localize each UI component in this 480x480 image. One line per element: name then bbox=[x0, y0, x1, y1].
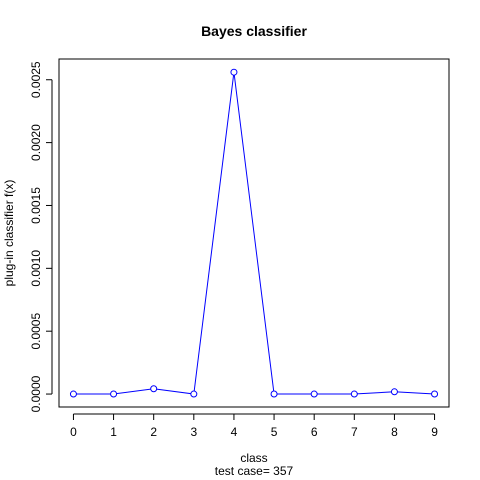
x-tick-label: 8 bbox=[391, 425, 398, 439]
data-point bbox=[69, 390, 77, 398]
x-tick-label: 4 bbox=[231, 425, 238, 439]
y-tick-label: 0.0020 bbox=[29, 124, 43, 161]
data-point bbox=[190, 390, 198, 398]
y-tick-label: 0.0005 bbox=[29, 313, 43, 350]
data-point bbox=[310, 390, 318, 398]
series-layer bbox=[69, 68, 439, 398]
y-tick-label: 0.0025 bbox=[29, 61, 43, 98]
x-tick-label: 7 bbox=[351, 425, 358, 439]
series-line bbox=[73, 72, 435, 395]
x-axis: 0 1 2 3 4 5 6 7 8 9 bbox=[70, 413, 438, 439]
y-tick-label: 0.0000 bbox=[29, 375, 43, 412]
chart-subtitle: test case= 357 bbox=[215, 464, 294, 478]
data-point bbox=[230, 68, 238, 76]
plot-area-border bbox=[58, 58, 450, 408]
data-point bbox=[350, 390, 358, 398]
data-point bbox=[110, 390, 118, 398]
data-point bbox=[390, 388, 398, 396]
x-tick-label: 1 bbox=[110, 425, 117, 439]
x-tick-label: 3 bbox=[190, 425, 197, 439]
x-axis-label: class bbox=[240, 451, 267, 465]
x-tick-label: 6 bbox=[311, 425, 318, 439]
y-tick-label: 0.0015 bbox=[29, 187, 43, 224]
x-tick-label: 9 bbox=[431, 425, 438, 439]
data-point bbox=[431, 390, 439, 398]
y-axis-label: plug-in classifier f(x) bbox=[2, 180, 16, 287]
y-axis: 0.0000 0.0005 0.0010 0.0015 0.0020 0.0025 bbox=[29, 61, 53, 412]
chart-title: Bayes classifier bbox=[201, 23, 307, 39]
data-point bbox=[150, 385, 158, 393]
x-tick-label: 0 bbox=[70, 425, 77, 439]
x-tick-label: 5 bbox=[271, 425, 278, 439]
y-tick-label: 0.0010 bbox=[29, 250, 43, 287]
data-point bbox=[270, 390, 278, 398]
x-tick-label: 2 bbox=[150, 425, 157, 439]
